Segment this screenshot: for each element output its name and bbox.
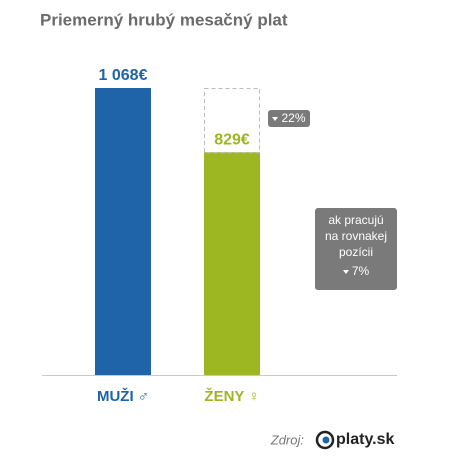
source: platy.sk [336,431,395,448]
bar [95,88,151,375]
logo-pupil [322,436,330,444]
difference: 22% [281,111,306,125]
chart-title: Priemerný hrubý mesačný plat [40,10,288,29]
bar [204,152,260,375]
logo-icon [315,430,335,450]
x-tick-label: ŽENY ♀ [204,387,259,405]
source-label: Zdroj: [270,432,305,447]
x-tick-label: MUŽI ♂ [97,387,149,405]
value-label: 829€ [214,131,250,148]
note: ak pracujú na rovnakej pozícii [324,213,388,259]
note-value-row: 7% [315,263,397,279]
difference-box: 22% [268,110,310,127]
value-label: 1 068€ [99,67,148,84]
note-box: ak pracujú na rovnakej pozícii 7% [315,208,397,290]
note-value: 7% [351,264,370,278]
reference-outline [204,88,260,154]
